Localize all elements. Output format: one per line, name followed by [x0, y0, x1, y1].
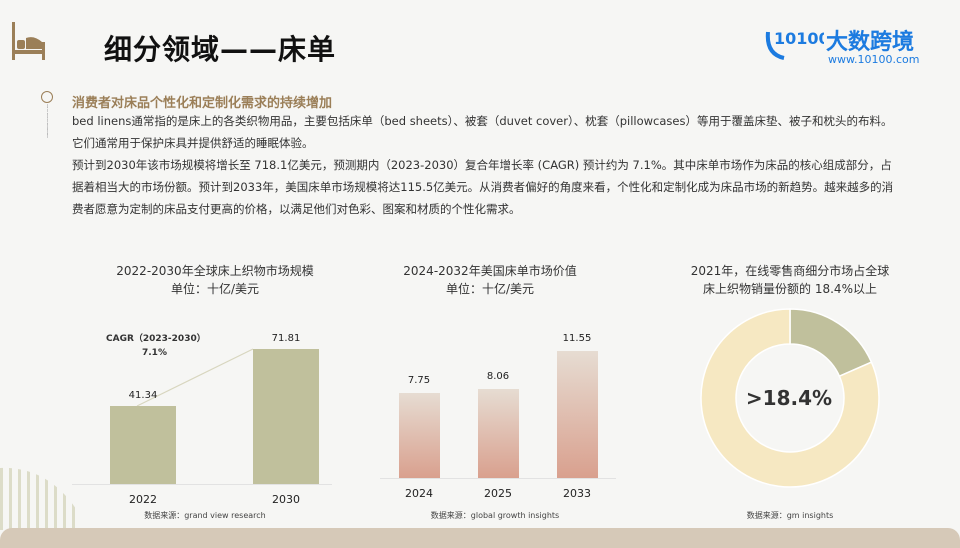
- paragraph: bed linens通常指的是床上的各类织物用品，主要包括床单（bed shee…: [72, 114, 893, 150]
- chart3-source: 数据来源：gm insights: [746, 511, 834, 520]
- bar-2033: [557, 350, 598, 478]
- timeline-line-lower: [47, 104, 48, 138]
- data-label: 7.75: [407, 374, 431, 386]
- data-label: 71.81: [271, 332, 301, 344]
- x-tick-label: 2024: [405, 487, 433, 500]
- bar-2022: [110, 406, 176, 484]
- data-label: 8.06: [486, 371, 510, 383]
- bar-2024: [399, 392, 440, 478]
- cagr-label: CAGR（2023-2030）: [106, 334, 206, 344]
- decorative-stripes: [0, 467, 75, 530]
- chart2-source: 数据来源：global growth insights: [430, 511, 560, 520]
- x-tick-label: 2025: [484, 487, 512, 500]
- chart2-title-text: 2024-2032年美国床单市场价值: [403, 264, 577, 278]
- x-tick-label: 2022: [129, 493, 157, 506]
- data-label: 11.55: [562, 332, 592, 344]
- chart3-title: 2021年，在线零售商细分市场占全球 床上织物销量份额的 18.4%以上: [660, 262, 920, 298]
- chart2-title: 2024-2032年美国床单市场价值 单位：十亿/美元: [360, 262, 620, 298]
- donut-chart: [700, 308, 880, 488]
- donut-center-label: >18.4%: [745, 386, 833, 410]
- bed-icon: [12, 22, 45, 60]
- chart2-axis-line: [380, 478, 616, 479]
- data-label: 41.34: [128, 390, 158, 402]
- chart3-title-line2: 床上织物销量份额的 18.4%以上: [703, 282, 877, 296]
- donut-slice-1: [700, 308, 880, 488]
- logo-mark-icon: 10100: [765, 29, 824, 60]
- logo-url: www.10100.com: [828, 53, 920, 66]
- footer-band: [0, 528, 960, 548]
- chart1-title: 2022-2030年全球床上织物市场规模 单位：十亿/美元: [90, 262, 340, 298]
- svg-text:10100: 10100: [774, 29, 824, 48]
- donut-slice-0: [789, 308, 873, 378]
- page-title: 细分领域——床单: [104, 33, 337, 66]
- chart3-title-text: 2021年，在线零售商细分市场占全球: [690, 264, 890, 278]
- bar-2025: [478, 389, 519, 478]
- chart1-source: 数据来源：grand view research: [144, 511, 266, 520]
- bar-2030: [253, 348, 319, 484]
- section-heading: 消费者对床品个性化和定制化需求的持续增加: [72, 96, 333, 111]
- chart1-subtitle: 单位：十亿/美元: [170, 282, 260, 296]
- paragraph: 预计到2030年该市场规模将增长至 718.1亿美元，预测期内（2023-203…: [72, 158, 894, 216]
- chart2-subtitle: 单位：十亿/美元: [445, 282, 535, 296]
- cagr-value: 7.1%: [142, 348, 167, 358]
- x-tick-label: 2030: [272, 493, 300, 506]
- chart1-title-text: 2022-2030年全球床上织物市场规模: [116, 264, 314, 278]
- timeline-dot: [41, 91, 53, 103]
- chart1-axis-line: [72, 484, 332, 485]
- x-tick-label: 2033: [563, 487, 591, 500]
- logo-text: 大数跨境: [826, 30, 915, 55]
